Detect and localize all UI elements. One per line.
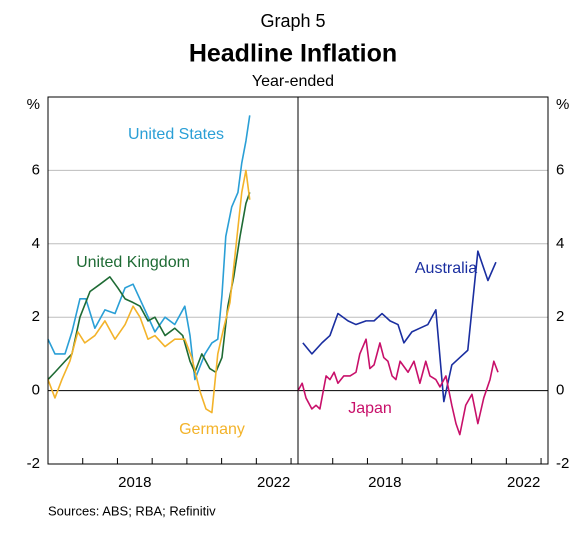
x-tick-label: 2018 <box>118 474 151 491</box>
y-tick-label: 6 <box>32 161 40 178</box>
series-line <box>47 115 251 381</box>
x-tick-label: 2022 <box>507 474 540 491</box>
series-line <box>302 250 497 403</box>
series-label: Australia <box>415 260 477 277</box>
y-tick-label: 6 <box>556 161 564 178</box>
series-label: United States <box>128 126 224 143</box>
y-tick-label: 2 <box>32 308 40 325</box>
series-label: Japan <box>348 400 392 417</box>
x-tick-label: 2022 <box>257 474 290 491</box>
y-tick-label: 0 <box>556 382 564 399</box>
source-note: Sources: ABS; RBA; Refinitiv <box>48 503 216 518</box>
chart-title: Headline Inflation <box>189 40 397 68</box>
y-unit-label: % <box>556 96 569 113</box>
y-tick-label: 2 <box>556 308 564 325</box>
x-tick-label: 2018 <box>368 474 401 491</box>
y-tick-label: -2 <box>27 455 40 472</box>
series-label: United Kingdom <box>76 254 190 271</box>
series-label: Germany <box>179 421 245 438</box>
graph-label: Graph 5 <box>260 11 325 31</box>
y-tick-label: 0 <box>32 382 40 399</box>
series-line <box>47 169 251 414</box>
chart-subtitle: Year-ended <box>252 73 334 90</box>
y-tick-label: 4 <box>32 235 40 252</box>
y-tick-label: 4 <box>556 235 564 252</box>
y-tick-label: -2 <box>556 455 569 472</box>
series-line <box>297 338 499 436</box>
series-line <box>47 192 251 381</box>
y-unit-label: % <box>27 96 40 113</box>
